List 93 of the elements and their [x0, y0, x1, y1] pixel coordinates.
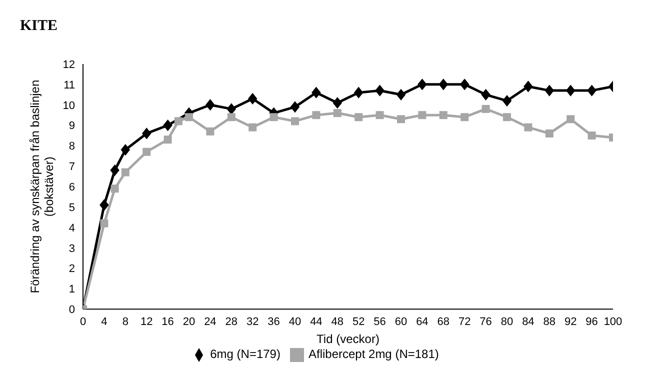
point [566, 85, 576, 96]
y-tick-label: 10 [62, 100, 75, 112]
point [163, 120, 172, 131]
x-tick-label: 48 [331, 316, 344, 328]
y-tick-label: 0 [68, 304, 75, 316]
x-tick-label: 16 [162, 316, 174, 328]
x-tick-label: 12 [140, 316, 153, 328]
point [290, 101, 300, 112]
point [439, 111, 448, 120]
point [248, 93, 258, 104]
point [503, 113, 511, 122]
x-tick-label: 84 [522, 316, 534, 328]
x-tick-label: 92 [564, 316, 577, 328]
point [481, 89, 490, 100]
point [333, 109, 342, 118]
point [100, 199, 109, 210]
y-tick-label: 7 [68, 161, 75, 174]
x-tick-label: 36 [268, 316, 280, 328]
y-tick-label: 12 [62, 58, 75, 71]
point [524, 123, 532, 132]
y-tick-label: 1 [68, 284, 75, 296]
y-tick-label: 4 [68, 222, 75, 234]
point [354, 87, 364, 98]
x-tick-label: 8 [122, 316, 128, 328]
x-tick-label: 100 [604, 316, 622, 328]
point [227, 113, 236, 122]
point [110, 164, 120, 176]
x-tick-label: 76 [480, 316, 492, 328]
x-tick-label: 80 [500, 316, 514, 328]
point [248, 123, 257, 132]
y-tick-label: 8 [68, 140, 75, 153]
point [566, 115, 575, 124]
chart-title: KITE [20, 18, 58, 35]
x-tick-label: 4 [101, 316, 108, 328]
point [482, 104, 490, 113]
y-tick-label: 5 [68, 202, 75, 214]
point [120, 144, 130, 156]
x-tick-label: 88 [543, 316, 556, 328]
point [312, 87, 321, 98]
point [354, 113, 363, 122]
point [185, 113, 193, 122]
point [291, 117, 299, 126]
x-tick-label: 96 [586, 316, 598, 328]
point [587, 85, 596, 96]
x-tick-label: 40 [288, 316, 302, 328]
point [460, 78, 470, 90]
x-tick-label: 24 [204, 316, 216, 328]
point [332, 97, 342, 108]
point [110, 184, 119, 193]
x-tick-label: 52 [352, 316, 365, 328]
point [142, 148, 151, 156]
x-tick-label: 64 [416, 316, 428, 328]
x-tick-label: 56 [374, 316, 386, 328]
x-tick-label: 72 [458, 316, 471, 328]
x-tick-label: 0 [80, 316, 86, 328]
point [438, 78, 448, 90]
point [545, 129, 554, 138]
legend-label: 6mg (N=179) [210, 347, 280, 362]
point [174, 117, 182, 126]
point [502, 95, 512, 106]
x-axis-title: Tid (veckor) [316, 332, 380, 346]
point [312, 111, 320, 120]
point [100, 219, 108, 228]
point [376, 111, 384, 120]
point [121, 168, 130, 176]
point [524, 80, 533, 92]
point [544, 85, 554, 96]
x-tick-label: 68 [437, 316, 450, 328]
point [164, 136, 172, 144]
point [226, 103, 236, 114]
point [418, 78, 427, 90]
point [206, 99, 215, 110]
point [270, 113, 278, 122]
x-tick-label: 20 [182, 316, 196, 328]
x-tick-label: 32 [246, 316, 259, 328]
y-tick-label: 3 [68, 242, 75, 255]
point [206, 127, 214, 136]
x-tick-label: 44 [310, 316, 322, 328]
x-tick-label: 60 [394, 316, 408, 328]
point [418, 111, 426, 120]
point [142, 128, 152, 139]
y-tick-label: 11 [64, 79, 75, 92]
x-tick-label: 28 [225, 316, 238, 328]
point [396, 89, 406, 100]
y-tick-label: 9 [68, 120, 75, 132]
y-axis-title: Förändring av synskärpan från baslinjen (bokstäver) [28, 80, 56, 294]
y-tick-label: 6 [68, 181, 75, 194]
point [397, 115, 405, 124]
y-tick-label: 2 [68, 263, 75, 276]
legend-label: Aflibercept 2mg (N=181) [308, 347, 439, 362]
point [460, 113, 469, 122]
point [375, 85, 384, 96]
point [588, 132, 596, 140]
